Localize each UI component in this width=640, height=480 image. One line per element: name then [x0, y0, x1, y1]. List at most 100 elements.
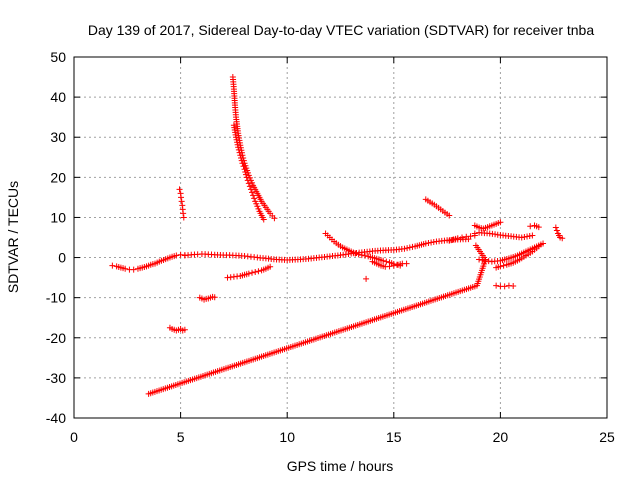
series-mid-19.5 [471, 229, 536, 241]
data-point [173, 252, 180, 259]
data-point [386, 263, 393, 270]
data-point [178, 194, 185, 201]
data-point [524, 233, 531, 240]
data-point [211, 294, 218, 301]
x-axis-label: GPS time / hours [287, 458, 394, 474]
data-point [239, 160, 246, 167]
data-point [178, 198, 185, 205]
y-axis-label: SDTVAR / TECUs [5, 181, 21, 293]
data-point [249, 189, 256, 196]
series-baseline-mid [181, 236, 472, 263]
data-point [240, 163, 247, 170]
data-point [181, 326, 188, 333]
data-point [267, 263, 274, 270]
data-point [250, 192, 257, 199]
series-segment-16.5 [422, 196, 453, 219]
y-tick-label: -10 [46, 290, 66, 306]
data-point [552, 224, 559, 231]
data-point [241, 166, 248, 173]
x-tick-label: 10 [279, 429, 295, 445]
data-point [553, 227, 560, 234]
series-lower-20b [493, 243, 542, 271]
data-point [403, 260, 410, 267]
data-point [409, 243, 416, 250]
data-point [245, 270, 252, 277]
data-point [251, 195, 258, 202]
data-point [497, 219, 504, 226]
data-point [180, 214, 187, 221]
data-point [518, 234, 525, 241]
data-point [476, 256, 483, 263]
data-point [425, 240, 432, 247]
data-point [401, 245, 408, 252]
series-baseline-early [109, 251, 188, 273]
data-point [252, 268, 259, 275]
data-point [529, 232, 536, 239]
data-point [255, 205, 262, 212]
data-point [540, 240, 547, 247]
data-point [237, 152, 244, 159]
y-tick-label: 50 [50, 49, 66, 65]
series-cluster-21.7 [527, 222, 542, 231]
series-upper-19 [471, 219, 504, 232]
y-tick-label: 0 [58, 250, 66, 266]
y-tick-label: -20 [46, 330, 66, 346]
y-tick-label: 10 [50, 209, 66, 225]
data-point [245, 180, 252, 187]
data-point [122, 265, 129, 272]
data-point [235, 146, 242, 153]
plot-frame [73, 56, 608, 419]
data-point [358, 252, 365, 259]
data-point [352, 250, 359, 257]
data-point [249, 179, 256, 186]
data-point [355, 251, 362, 258]
y-tick-label: -40 [46, 410, 66, 426]
data-point [535, 224, 542, 231]
x-tick-label: 0 [70, 429, 78, 445]
data-point [254, 203, 261, 210]
data-point [249, 269, 256, 276]
series-cluster-17.8 [446, 232, 478, 244]
data-point [430, 239, 437, 246]
data-point [467, 233, 474, 240]
data-point [260, 216, 267, 223]
data-point [422, 240, 429, 247]
x-tick-label: 25 [599, 429, 615, 445]
data-point [109, 262, 116, 269]
series-cluster-20.2 [493, 282, 517, 290]
y-tick-label: 30 [50, 129, 66, 145]
x-tick-label: 15 [386, 429, 402, 445]
x-tick-label: 5 [177, 429, 185, 445]
data-point [500, 262, 507, 269]
data-point [493, 282, 500, 289]
series-cluster-6 [196, 293, 218, 303]
data-point [521, 233, 528, 240]
data-point [238, 154, 245, 161]
data-point [454, 235, 461, 242]
data-point [238, 157, 245, 164]
data-point [234, 139, 241, 146]
data-point [271, 215, 278, 222]
data-point [362, 252, 369, 259]
data-point [501, 283, 508, 290]
data-point [404, 245, 411, 252]
data-points [109, 74, 566, 397]
data-point [428, 239, 435, 246]
data-point [244, 177, 251, 184]
data-point [406, 244, 413, 251]
data-point [472, 242, 479, 249]
data-point [130, 266, 137, 273]
data-point [176, 186, 183, 193]
data-point [236, 149, 243, 156]
data-point [247, 186, 254, 193]
axis-ticks: 0 5 10 15 20 25 -40 -30 -20 -10 0 10 20 30 40 50 [46, 49, 615, 445]
data-point [559, 235, 566, 242]
data-point [471, 230, 478, 237]
data-point [459, 234, 466, 241]
data-point [242, 171, 249, 178]
data-point [383, 258, 390, 265]
data-point [390, 262, 397, 269]
series-cluster-4.5 [166, 324, 188, 334]
data-point [235, 144, 242, 151]
data-point [180, 210, 187, 217]
